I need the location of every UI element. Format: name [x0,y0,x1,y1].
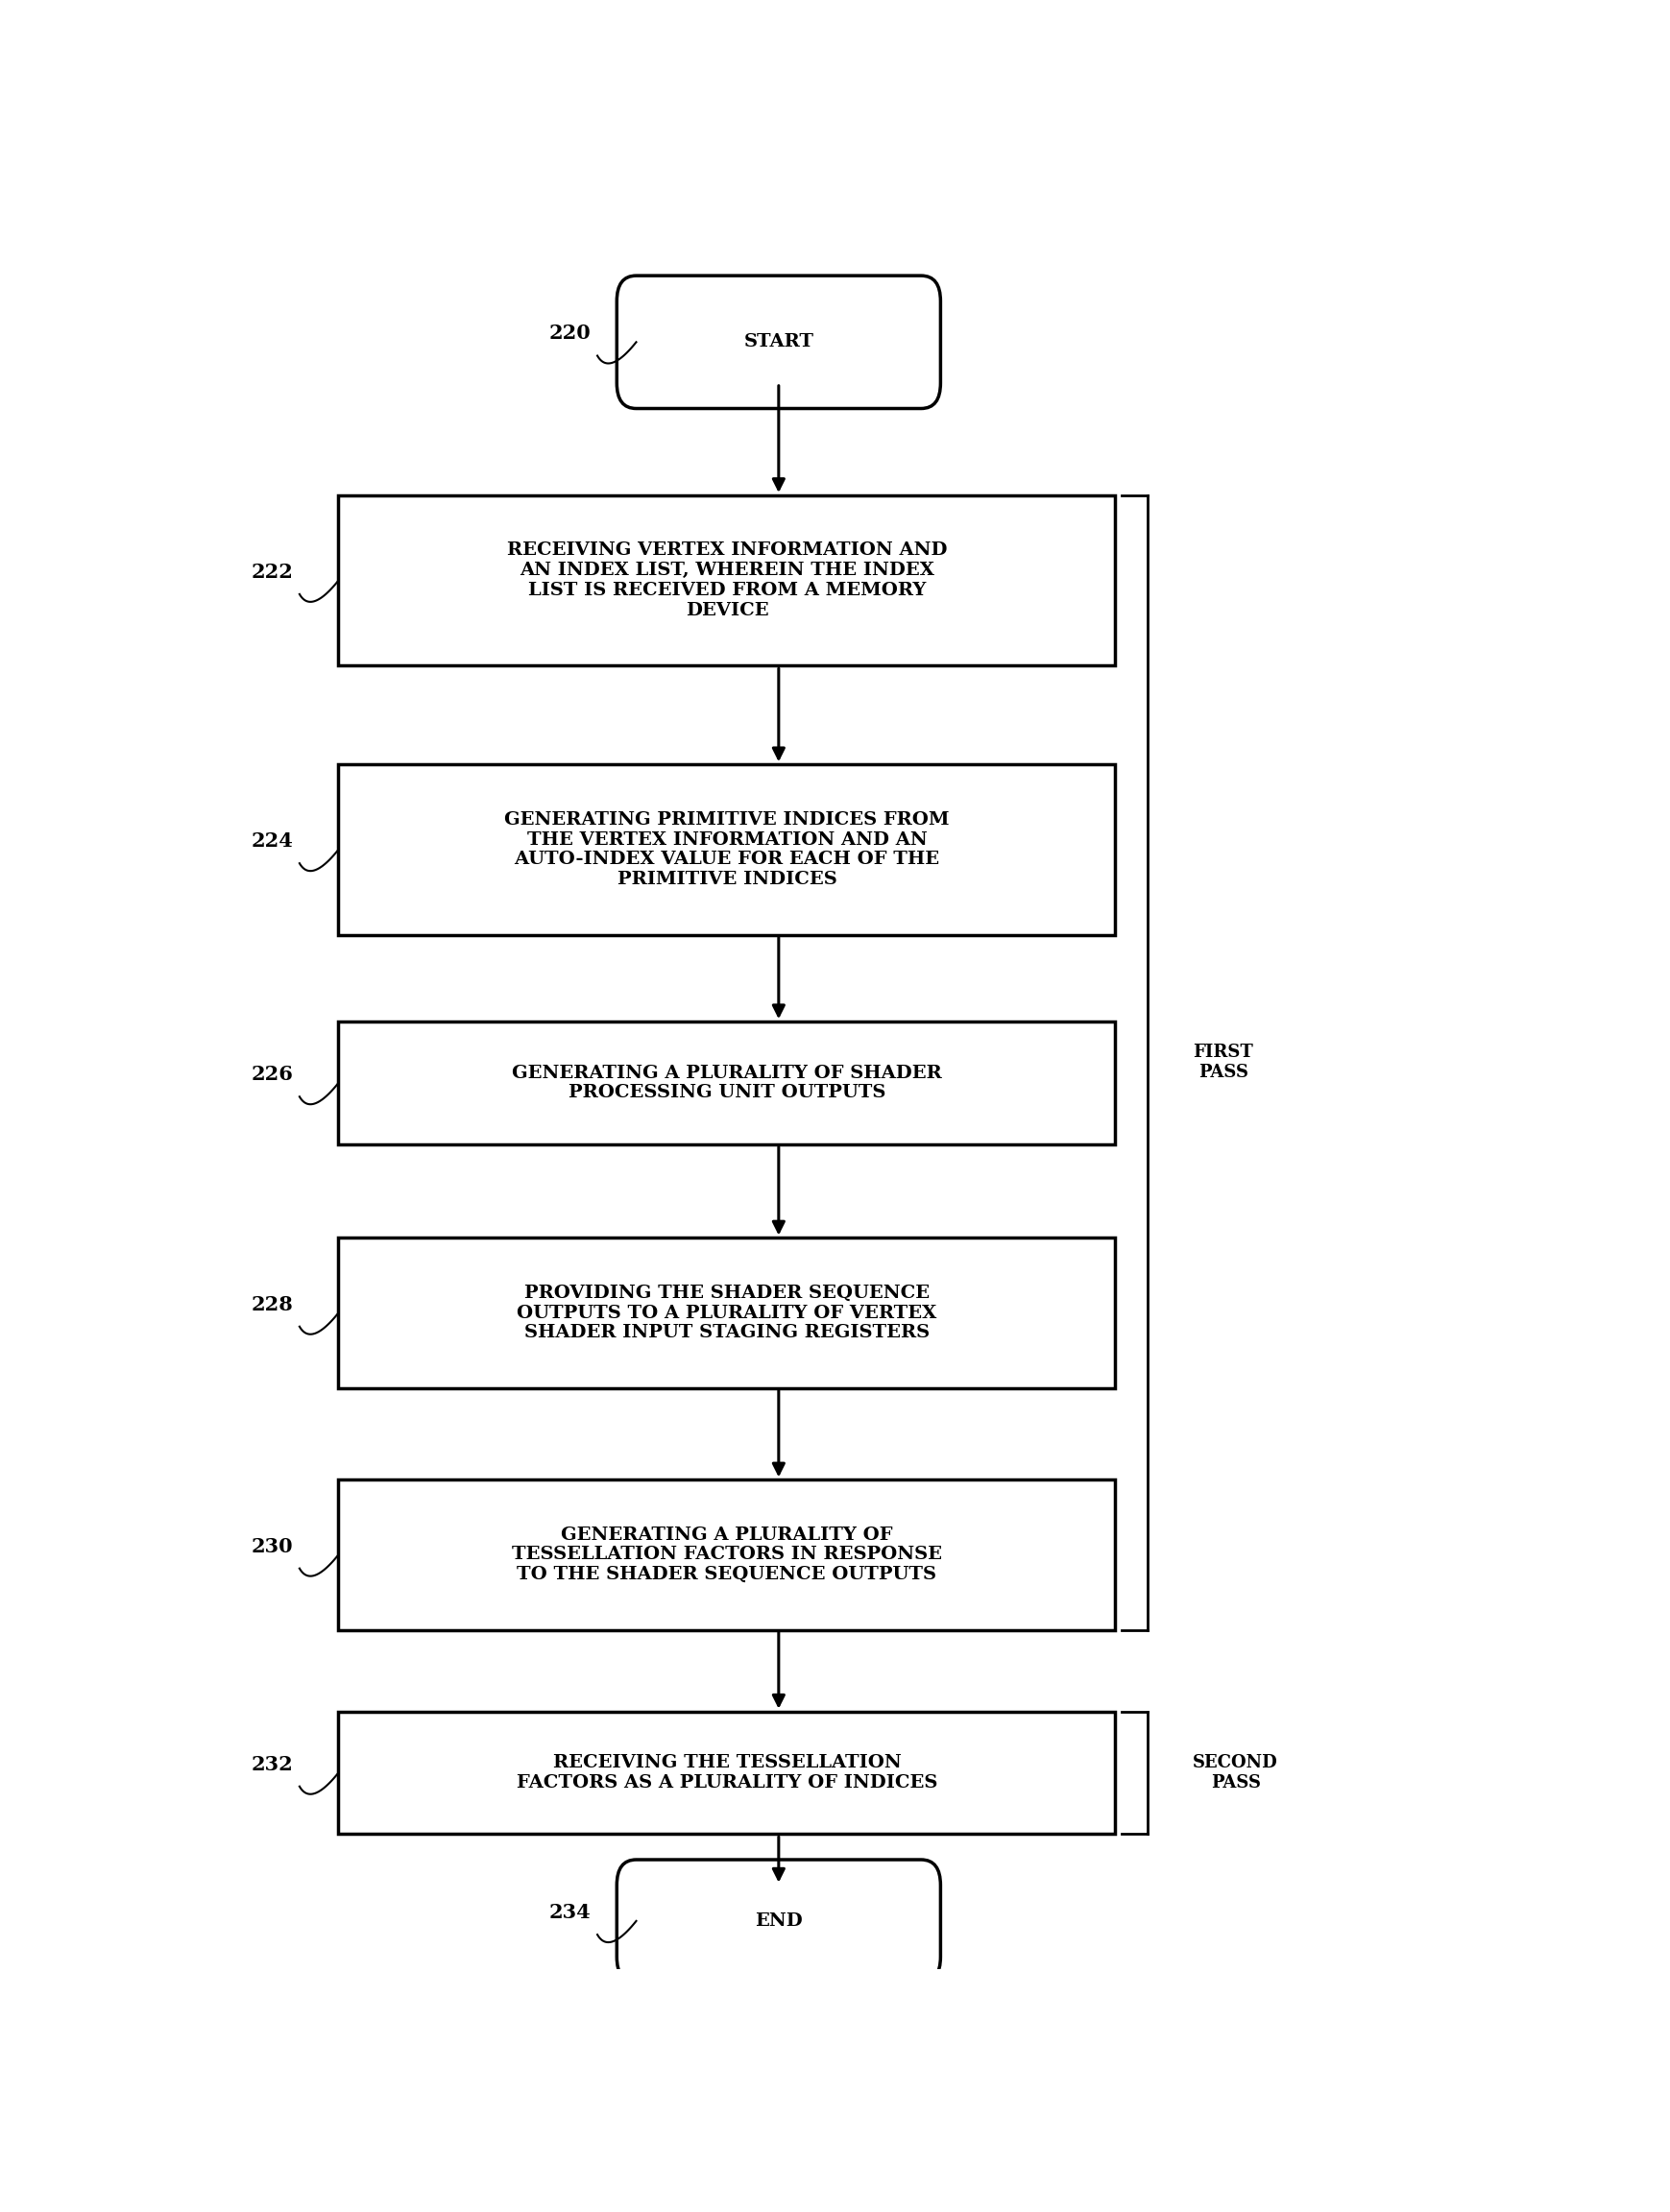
Text: RECEIVING THE TESSELLATION
FACTORS AS A PLURALITY OF INDICES: RECEIVING THE TESSELLATION FACTORS AS A … [516,1754,937,1792]
Text: 230: 230 [250,1537,292,1555]
Bar [339,765,1116,936]
Text: 228: 228 [250,1294,292,1314]
Bar [339,1022,1116,1144]
Text: START: START [743,334,813,352]
Bar [339,495,1116,666]
Text: 220: 220 [548,323,591,343]
Text: FIRST
PASS: FIRST PASS [1192,1044,1252,1082]
Text: 222: 222 [250,562,292,582]
Text: 232: 232 [250,1754,292,1774]
Text: PROVIDING THE SHADER SEQUENCE
OUTPUTS TO A PLURALITY OF VERTEX
SHADER INPUT STAG: PROVIDING THE SHADER SEQUENCE OUTPUTS TO… [516,1285,937,1340]
Text: GENERATING A PLURALITY OF
TESSELLATION FACTORS IN RESPONSE
TO THE SHADER SEQUENC: GENERATING A PLURALITY OF TESSELLATION F… [511,1526,942,1584]
Bar [339,1239,1116,1387]
Text: RECEIVING VERTEX INFORMATION AND
AN INDEX LIST, WHEREIN THE INDEX
LIST IS RECEIV: RECEIVING VERTEX INFORMATION AND AN INDE… [506,542,947,619]
FancyBboxPatch shape [616,276,940,409]
FancyBboxPatch shape [616,1860,940,1982]
Bar [339,1712,1116,1834]
Text: 224: 224 [250,832,292,852]
Text: 226: 226 [250,1064,292,1084]
Text: GENERATING A PLURALITY OF SHADER
PROCESSING UNIT OUTPUTS: GENERATING A PLURALITY OF SHADER PROCESS… [511,1064,942,1102]
Text: GENERATING PRIMITIVE INDICES FROM
THE VERTEX INFORMATION AND AN
AUTO-INDEX VALUE: GENERATING PRIMITIVE INDICES FROM THE VE… [504,812,949,889]
Text: END: END [755,1913,802,1929]
Bar [339,1480,1116,1630]
Text: SECOND
PASS: SECOND PASS [1192,1754,1278,1792]
Text: 234: 234 [548,1902,591,1922]
